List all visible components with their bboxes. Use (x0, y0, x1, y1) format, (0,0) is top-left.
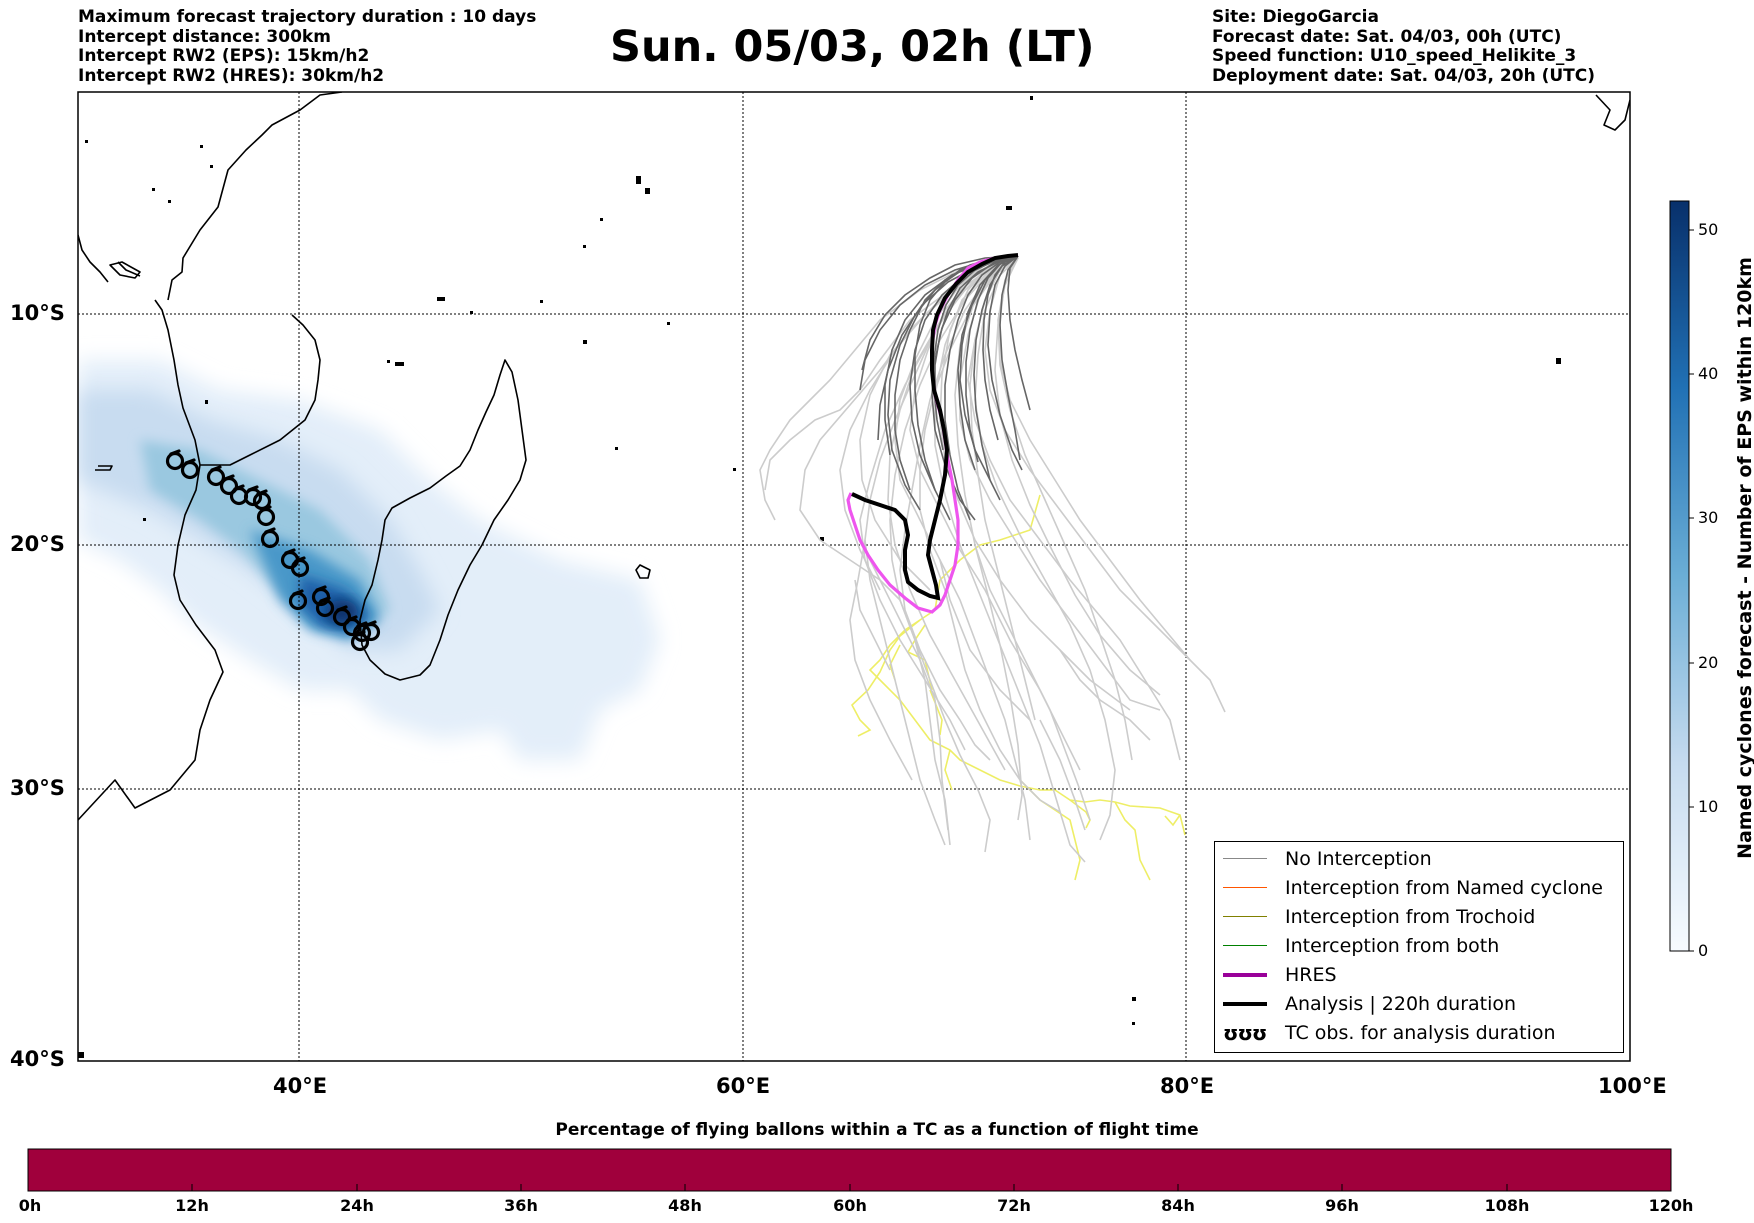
legend-item: Interception from Trochoid (1215, 902, 1535, 931)
lat-label: 20°S (10, 532, 65, 556)
legend-swatch (1223, 945, 1267, 946)
header-left-line: Intercept distance: 300km (78, 26, 331, 47)
eps-trajectories-light (759, 257, 1226, 863)
colorbar (1669, 200, 1694, 952)
legend-swatch (1223, 887, 1267, 888)
legend-item: Interception from both (1215, 931, 1499, 960)
tc-symbol-icon: ʊʊʊ (1223, 1020, 1267, 1045)
flight-time-bar-title: Percentage of flying ballons within a TC… (555, 1120, 1199, 1140)
legend-swatch (1223, 1001, 1267, 1006)
madagascar (359, 359, 527, 681)
flight-time-bar (27, 1148, 1672, 1192)
lat-label: 10°S (10, 301, 65, 325)
flight-time-label: 36h (504, 1196, 538, 1215)
colorbar-tick: 50 (1698, 220, 1719, 239)
legend-item: Analysis | 220h duration (1215, 989, 1516, 1018)
colorbar-tick: 30 (1698, 508, 1719, 527)
flight-time-label: 60h (833, 1196, 867, 1215)
page-title: Sun. 05/03, 02h (LT) (610, 22, 1095, 72)
legend-label: Interception from both (1285, 934, 1500, 957)
coastlines (78, 92, 1630, 821)
lon-label: 80°E (1160, 1074, 1215, 1098)
legend-swatch (1223, 972, 1267, 977)
legend-label: HRES (1285, 963, 1337, 986)
analysis-trajectory (851, 253, 1019, 601)
header-right-line: Speed function: U10_speed_Helikite_3 (1212, 46, 1577, 66)
lon-label: 40°E (273, 1074, 328, 1098)
header-left: Maximum forecast trajectory duration : 1… (78, 7, 537, 86)
lat-label: 30°S (10, 776, 65, 800)
lon-label: 100°E (1598, 1074, 1667, 1098)
flight-time-label: 96h (1325, 1196, 1359, 1215)
flight-time-label: 12h (175, 1196, 209, 1215)
header-left-line: Intercept RW2 (HRES): 30km/h2 (78, 65, 385, 86)
legend-label: Analysis | 220h duration (1285, 992, 1517, 1015)
lat-label: 40°S (10, 1047, 65, 1071)
flight-time-label: 48h (668, 1196, 702, 1215)
legend: No Interception Interception from Named … (1214, 841, 1624, 1053)
map-frame (77, 91, 1631, 1062)
header-left-line: Intercept RW2 (EPS): 15km/h2 (78, 46, 370, 66)
flight-time-label: 120h (1648, 1196, 1694, 1215)
header-right: Site: DiegoGarcia Forecast date: Sat. 04… (1212, 7, 1596, 86)
legend-item: ʊʊʊ TC obs. for analysis duration (1215, 1018, 1556, 1047)
small-islands (78, 96, 1561, 1058)
legend-label: No Interception (1285, 847, 1432, 870)
mozambique-coast (200, 314, 321, 466)
legend-swatch (1223, 916, 1267, 917)
tc-observations (165, 449, 381, 652)
legend-item: HRES (1215, 960, 1337, 989)
legend-swatch (1223, 858, 1267, 859)
header-left-line: Maximum forecast trajectory duration : 1… (78, 7, 537, 27)
flight-time-label: 72h (997, 1196, 1031, 1215)
colorbar-tick: 20 (1698, 653, 1719, 672)
legend-item: Interception from Named cyclone (1215, 873, 1603, 902)
flight-time-label: 0h (18, 1196, 42, 1215)
header-right-line: Forecast date: Sat. 04/03, 00h (UTC) (1212, 26, 1562, 47)
colorbar-tick: 40 (1698, 364, 1719, 383)
flight-time-label: 24h (340, 1196, 374, 1215)
header-right-line: Deployment date: Sat. 04/03, 20h (UTC) (1212, 65, 1596, 86)
flight-time-label: 108h (1484, 1196, 1530, 1215)
colorbar-tick: 10 (1698, 797, 1719, 816)
flight-time-label: 84h (1161, 1196, 1195, 1215)
legend-label: Interception from Named cyclone (1285, 876, 1603, 899)
legend-label: Interception from Trochoid (1285, 905, 1536, 928)
africa-coast (78, 234, 224, 821)
header-right-line: Site: DiegoGarcia (1212, 7, 1379, 27)
lon-label: 60°E (716, 1074, 771, 1098)
colorbar-title: Named cyclones forecast - Number of EPS … (1734, 257, 1754, 859)
legend-item: No Interception (1215, 844, 1432, 873)
cyclone-density-field (78, 360, 660, 760)
legend-label: TC obs. for analysis duration (1285, 1021, 1556, 1044)
colorbar-tick: 0 (1698, 941, 1709, 960)
